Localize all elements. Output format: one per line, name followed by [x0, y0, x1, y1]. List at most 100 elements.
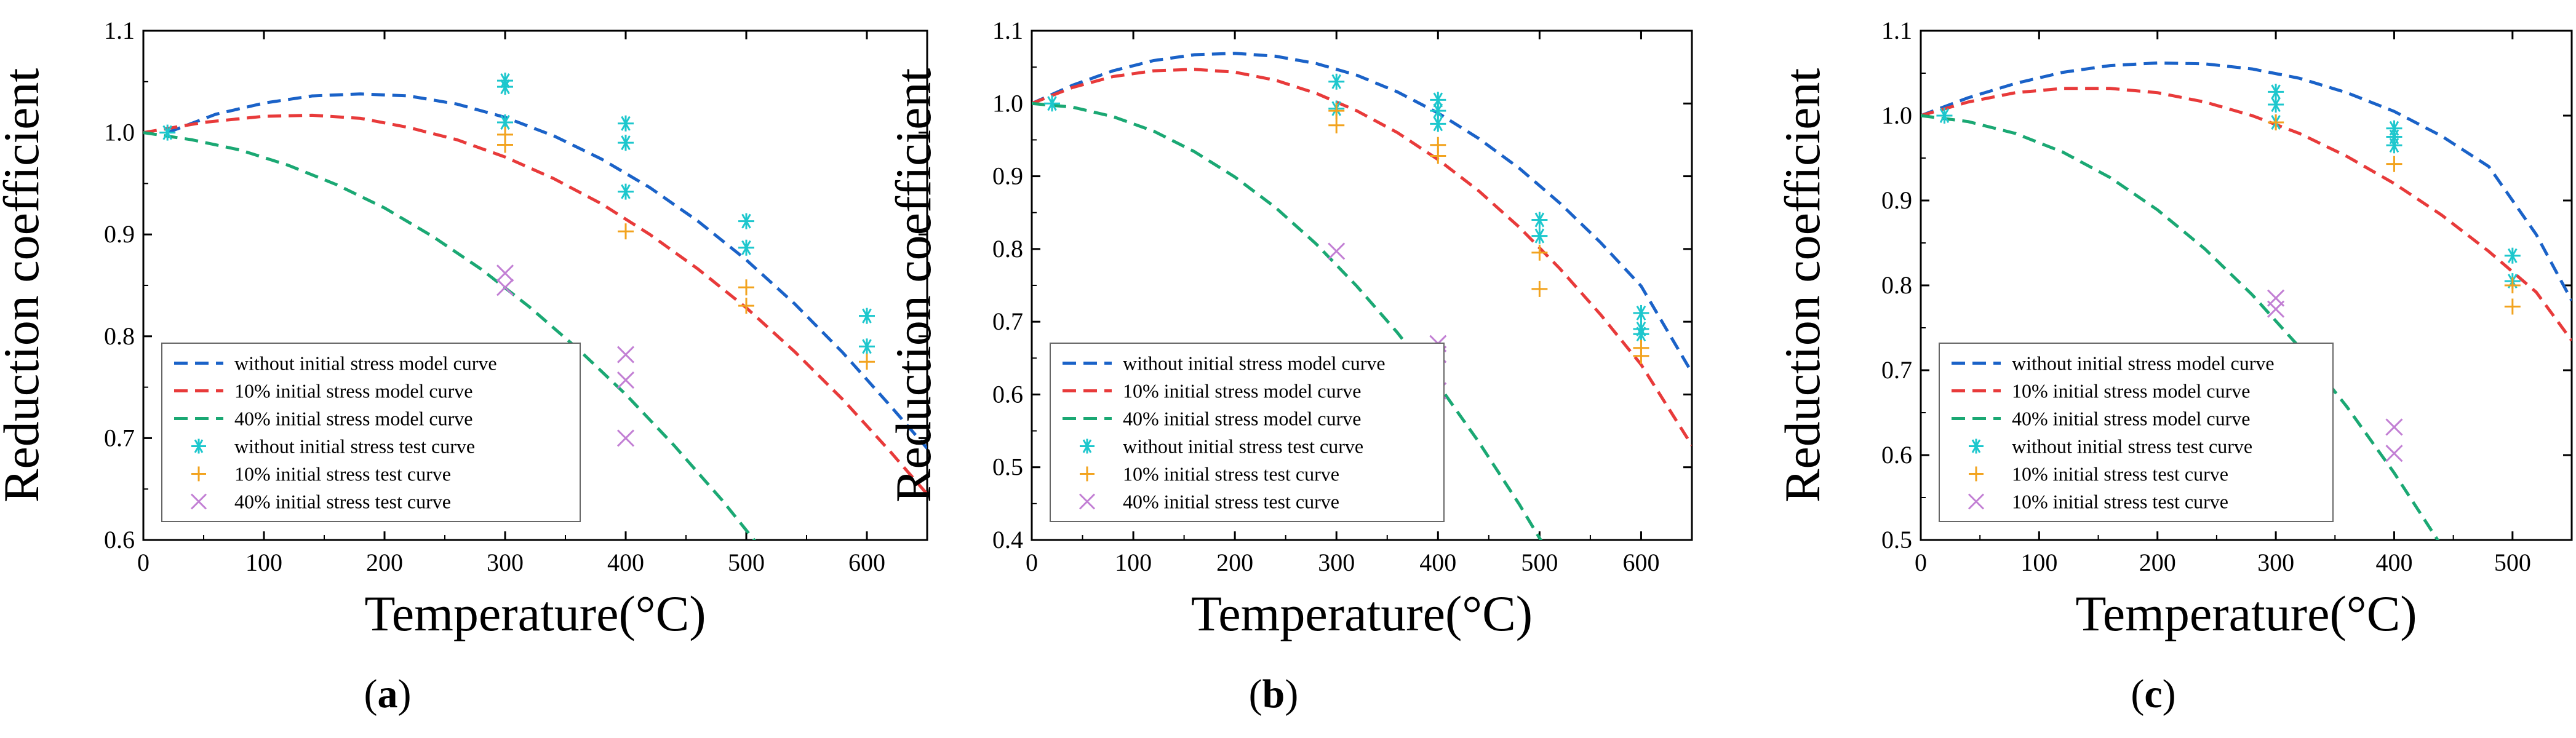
- legend-entry: 10% initial stress test curve: [2012, 463, 2228, 485]
- legend-entry: 10% initial stress test curve: [234, 463, 451, 485]
- x-tick-label: 300: [1318, 549, 1355, 576]
- test-point-cross: [496, 264, 514, 282]
- legend-entry: 40% initial stress test curve: [234, 491, 451, 513]
- y-tick-label: 0.7: [992, 308, 1023, 335]
- legend-swatch: [1969, 466, 1984, 482]
- test-point-asterisk: [738, 239, 754, 256]
- x-tick-label: 400: [1419, 549, 1456, 576]
- test-point-cross: [1328, 242, 1346, 260]
- test-point-asterisk: [1633, 326, 1649, 343]
- test-point-plus: [2386, 156, 2403, 172]
- test-point-plus: [1430, 148, 1446, 164]
- legend-entry: 10% initial stress model curve: [2012, 380, 2250, 402]
- model-curve-2: [1032, 68, 1692, 446]
- test-point-cross: [616, 346, 635, 363]
- model-curve-3: [1032, 101, 1543, 540]
- x-tick-label: 300: [2257, 549, 2294, 576]
- y-tick-label: 0.4: [992, 526, 1023, 554]
- test-point-cross: [2267, 300, 2285, 318]
- x-tick-label: 500: [2494, 549, 2531, 576]
- legend-entry: without initial stress test curve: [1123, 435, 1363, 458]
- y-tick-label: 1.0: [1881, 101, 1912, 129]
- legend-entry: without initial stress model curve: [1123, 352, 1386, 375]
- x-tick-label: 200: [1216, 549, 1253, 576]
- legend-swatch: [191, 466, 206, 482]
- test-point-cross: [496, 279, 514, 296]
- chart-panel-3: 0 100 200 300 400 500 0.5 0.6 0.7 0.8 0.9 1.0 1.1 Tem…: [1774, 17, 2573, 716]
- x-tick-label: 0: [1026, 549, 1038, 576]
- legend-swatch: [1968, 493, 1985, 510]
- legend-swatch: [1080, 466, 1095, 482]
- y-tick-label: 0.6: [992, 380, 1023, 408]
- test-point-asterisk: [859, 308, 875, 324]
- test-point-asterisk: [859, 338, 875, 355]
- test-point-plus: [1531, 244, 1548, 261]
- chart-panel-2: 0 100 200 300 400 500 600 0.4 0.5 0.6 0.7 0.8 0.9 1.0…: [885, 17, 1693, 716]
- legend: without initial stress model curve 10% in…: [1050, 343, 1445, 522]
- chart-panel-1: 0 100 200 300 400 500 600 0.6 0.7 0.8 0.9 1.0 1.1 Tem…: [0, 17, 928, 716]
- y-tick-label: 0.9: [992, 162, 1023, 190]
- x-tick-label: 100: [245, 549, 282, 576]
- y-axis-title: Reduction coefficient: [885, 68, 941, 502]
- y-tick-label: 0.7: [1881, 356, 1912, 384]
- y-tick-label: 1.0: [104, 119, 135, 146]
- legend: without initial stress model curve 10% in…: [1939, 343, 2334, 522]
- test-point-plus: [497, 137, 513, 153]
- y-tick-label: 0.5: [992, 453, 1023, 481]
- panel-label: (a): [364, 672, 412, 716]
- test-point-asterisk: [1531, 228, 1548, 244]
- panel-label: (c): [2131, 672, 2175, 716]
- test-point-cross: [616, 371, 635, 389]
- x-axis-title: Temperature(°C): [364, 585, 706, 641]
- x-tick-label: 400: [2375, 549, 2412, 576]
- test-point-asterisk: [497, 79, 513, 95]
- panel-label: (b): [1249, 672, 1299, 716]
- test-point-plus: [2268, 114, 2284, 131]
- x-axis-title: Temperature(°C): [2075, 585, 2417, 641]
- x-tick-label: 500: [1521, 549, 1558, 576]
- y-tick-label: 1.1: [1881, 17, 1912, 44]
- x-tick-label: 200: [2139, 549, 2176, 576]
- model-curve-1: [1921, 61, 2572, 301]
- data-layer: [1032, 52, 1692, 540]
- test-point-plus: [618, 223, 634, 240]
- y-tick-label: 0.7: [104, 424, 135, 451]
- legend-entry: 40% initial stress model curve: [234, 408, 473, 430]
- legend-entry: without initial stress test curve: [2012, 435, 2252, 458]
- test-point-asterisk: [497, 114, 513, 131]
- model-curve-2: [1921, 87, 2572, 342]
- legend-swatch: [190, 493, 207, 510]
- test-point-asterisk: [738, 213, 754, 229]
- legend-entry: 40% initial stress model curve: [1123, 408, 1361, 430]
- y-tick-label: 0.5: [1881, 526, 1912, 554]
- test-point-asterisk: [618, 183, 634, 200]
- test-point-asterisk: [1044, 95, 1061, 112]
- legend-box: [1050, 343, 1445, 522]
- test-point-asterisk: [618, 135, 634, 151]
- model-curve-3: [1921, 114, 2440, 540]
- legend-swatch: [1969, 438, 1984, 454]
- legend-entry: without initial stress model curve: [234, 352, 497, 375]
- x-tick-label: 400: [607, 549, 644, 576]
- model-curve-3: [143, 131, 756, 540]
- x-axis-title: Temperature(°C): [1191, 585, 1533, 641]
- test-point-plus: [738, 279, 754, 296]
- x-tick-label: 100: [2020, 549, 2057, 576]
- test-point-asterisk: [159, 124, 176, 141]
- y-axis-title: Reduction coefficient: [0, 68, 49, 502]
- test-point-plus: [2504, 298, 2521, 315]
- test-point-plus: [1328, 103, 1345, 119]
- y-tick-label: 0.8: [992, 235, 1023, 263]
- test-point-plus: [1328, 117, 1345, 133]
- x-tick-label: 100: [1115, 549, 1152, 576]
- legend-entry: 10% initial stress test curve: [1123, 463, 1339, 485]
- x-tick-label: 0: [137, 549, 150, 576]
- data-layer: [1921, 61, 2572, 540]
- legend-entry: 10% initial stress test curve: [2012, 491, 2228, 513]
- test-point-asterisk: [2504, 247, 2521, 264]
- y-tick-label: 1.0: [992, 89, 1023, 117]
- y-tick-label: 1.1: [992, 17, 1023, 44]
- test-point-asterisk: [618, 115, 634, 132]
- legend-entry: 40% initial stress test curve: [1123, 491, 1339, 513]
